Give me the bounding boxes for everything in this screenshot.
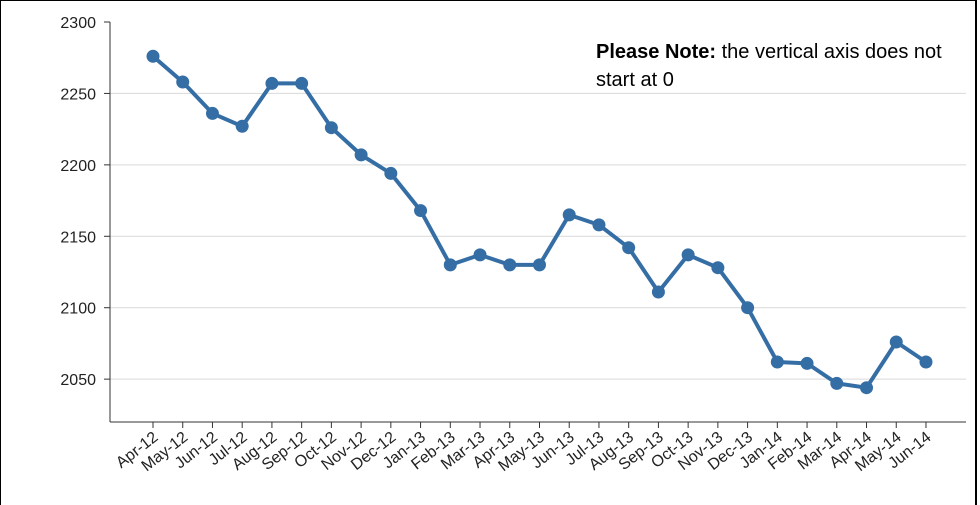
y-tick-label: 2300 [60, 15, 96, 32]
data-point [919, 355, 933, 369]
data-point [562, 208, 576, 222]
data-point [532, 258, 546, 272]
y-tick-label: 2050 [60, 372, 96, 389]
series-line [151, 54, 928, 390]
data-point [473, 248, 487, 262]
data-point [889, 335, 903, 349]
data-point [622, 241, 636, 255]
data-point [443, 258, 457, 272]
data-point [324, 121, 338, 135]
data-point [384, 166, 398, 180]
annotation-text: the vertical axis does not start at 0 [596, 41, 942, 91]
data-point [711, 261, 725, 275]
data-point [830, 376, 844, 390]
data-point [414, 204, 428, 218]
data-point [265, 76, 279, 90]
data-point [741, 301, 755, 315]
data-point [503, 258, 517, 272]
y-tick-label: 2150 [60, 229, 96, 246]
data-point [860, 381, 874, 395]
data-point [592, 218, 606, 232]
data-point [354, 148, 368, 162]
x-tick-labels: Apr-12May-12Jun-12Jul-12Aug-12Sep-12Oct-… [113, 429, 934, 475]
axes [104, 21, 966, 428]
data-point [770, 355, 784, 369]
y-tick-labels: 2050 2100 2150 2200 2250 2300 [60, 15, 96, 389]
y-tick-label: 2100 [60, 301, 96, 318]
data-point [295, 76, 309, 90]
annotation-bold: Please Note: [596, 41, 717, 63]
gridlines [110, 92, 966, 380]
data-point [235, 119, 249, 133]
series [146, 49, 933, 395]
y-tick-label: 2200 [60, 158, 96, 175]
chart-annotation: Please Note: the vertical axis does not … [596, 38, 966, 94]
data-point [205, 106, 219, 120]
data-point [800, 356, 814, 370]
y-tick-label: 2250 [60, 86, 96, 103]
data-point [176, 75, 190, 89]
data-point [681, 248, 695, 262]
data-point [146, 49, 160, 63]
data-point [651, 285, 665, 299]
